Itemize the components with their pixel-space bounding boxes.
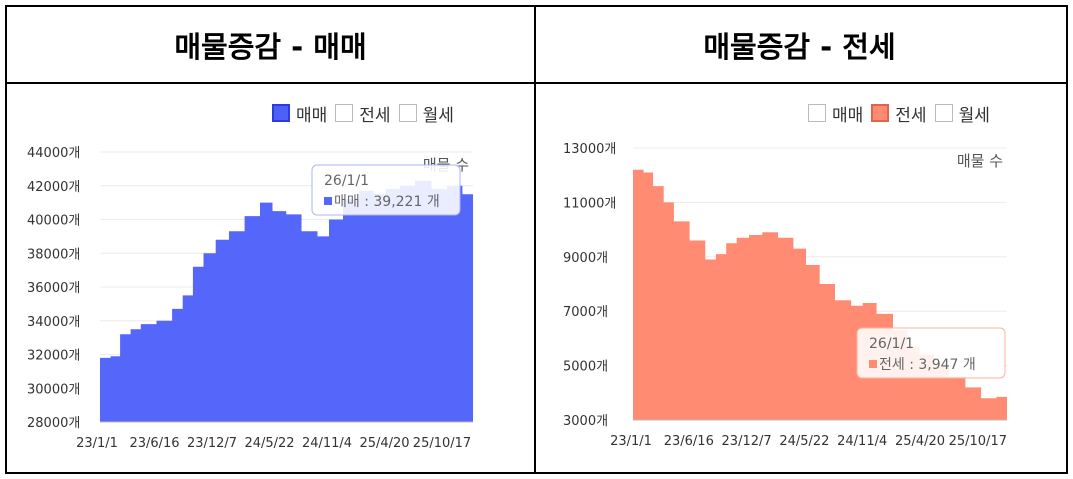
x-tick-label: 23/1/1: [610, 434, 652, 449]
y-tick-label: 3000개: [563, 414, 608, 429]
header-divider: [5, 82, 1068, 84]
tooltip-date: 26/1/1: [324, 173, 369, 189]
panel-title-jeonse: 매물증감 - 전세: [703, 29, 896, 64]
y-tick-label: 9000개: [563, 251, 608, 266]
x-tick-label: 25/10/17: [413, 436, 471, 451]
series-area-전세: [633, 169, 1007, 420]
legend-checkbox[interactable]: [272, 104, 290, 122]
x-tick-label: 23/6/16: [664, 434, 714, 449]
tooltip-marker: [324, 197, 332, 205]
legend-jeonse-chart: 매매 전세 월세: [808, 100, 990, 126]
legend-item-wolse[interactable]: 월세: [934, 101, 990, 126]
panel-divider: [534, 5, 536, 474]
legend-label: 월세: [422, 105, 454, 126]
tooltip-value: 전세 : 3,947 개: [879, 357, 976, 373]
legend-sale-chart: 매매 전세 월세: [272, 100, 454, 126]
x-tick-label: 24/5/22: [779, 434, 829, 449]
x-tick-label: 23/12/7: [722, 434, 772, 449]
legend-label: 월세: [958, 105, 990, 126]
dashboard-frame: [5, 5, 1068, 474]
x-tick-label: 23/1/1: [76, 436, 118, 451]
x-tick-label: 25/10/17: [949, 434, 1007, 449]
x-tick-label: 24/11/4: [302, 436, 352, 451]
y-tick-label: 28000개: [27, 416, 80, 431]
legend-label: 전세: [895, 105, 927, 126]
legend-checkbox[interactable]: [934, 104, 953, 122]
tooltip-value: 매매 : 39,221 개: [334, 194, 440, 210]
legend-item-maemae[interactable]: 매매: [272, 101, 327, 126]
x-tick-label: 24/11/4: [837, 434, 887, 449]
y-tick-label: 40000개: [27, 214, 80, 229]
legend-label: 매매: [296, 105, 328, 126]
legend-checkbox[interactable]: [335, 104, 354, 122]
y-tick-label: 7000개: [563, 305, 608, 320]
tooltip-marker: [869, 360, 877, 368]
y-tick-label: 36000개: [27, 281, 80, 296]
legend-item-jeonse[interactable]: 전세: [335, 101, 391, 126]
legend-checkbox[interactable]: [871, 104, 890, 122]
x-tick-label: 23/12/7: [187, 436, 237, 451]
legend-checkbox[interactable]: [808, 104, 826, 122]
y-tick-label: 44000개: [27, 146, 80, 161]
tooltip-box: [856, 327, 1006, 379]
legend-item-maemae[interactable]: 매매: [808, 101, 863, 126]
y-tick-label: 42000개: [27, 180, 80, 195]
y-tick-label: 34000개: [27, 315, 80, 330]
tooltip-box: [311, 164, 461, 216]
x-tick-label: 24/5/22: [244, 436, 294, 451]
sale-listings-chart: 44000개 42000개 40000개 38000개 36000개 34000개 3200…: [27, 146, 473, 451]
legend-label: 전세: [359, 105, 391, 126]
y-tick-label: 32000개: [27, 349, 80, 364]
legend-label: 매매: [832, 105, 864, 126]
y-tick-label: 13000개: [563, 142, 616, 157]
y-tick-label: 11000개: [563, 196, 616, 211]
x-tick-label: 23/6/16: [129, 436, 179, 451]
panel-title-sale: 매물증감 - 매매: [174, 29, 367, 64]
y-tick-label: 30000개: [27, 382, 80, 397]
y-tick-label: 38000개: [27, 247, 80, 262]
x-tick-label: 25/4/20: [895, 434, 945, 449]
chart-annotation: 매물 수: [957, 152, 1003, 170]
legend-item-jeonse[interactable]: 전세: [871, 101, 927, 126]
legend-item-wolse[interactable]: 월세: [398, 101, 454, 126]
legend-checkbox[interactable]: [398, 104, 417, 122]
y-tick-label: 5000개: [563, 360, 608, 375]
tooltip-date: 26/1/1: [869, 336, 914, 352]
x-tick-label: 25/4/20: [359, 436, 409, 451]
series-area-매매: [100, 180, 473, 422]
